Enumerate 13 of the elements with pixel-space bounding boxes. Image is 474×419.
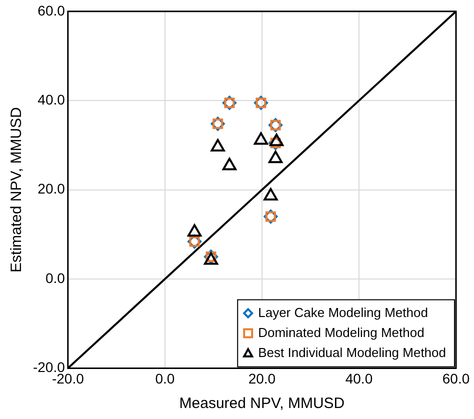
x-axis-title: Measured NPV, MMUSD <box>179 395 345 412</box>
y-tick-label: 20.0 <box>38 180 66 197</box>
x-tick-label: 0.0 <box>155 370 175 386</box>
x-tick-label: 40.0 <box>345 370 373 386</box>
x-tick-label: 20.0 <box>248 370 276 386</box>
legend-label: Layer Cake Modeling Method <box>258 304 428 320</box>
y-tick-label: 0.0 <box>45 270 66 286</box>
y-tick-label: 60.0 <box>38 2 66 18</box>
legend-label: Best Individual Modeling Method <box>258 344 446 360</box>
legend-label: Dominated Modeling Method <box>258 324 424 340</box>
y-axis-title: Estimated NPV, MMUSD <box>8 106 26 272</box>
x-tick-label: 60.0 <box>442 370 470 386</box>
y-tick-label: 40.0 <box>38 91 66 108</box>
